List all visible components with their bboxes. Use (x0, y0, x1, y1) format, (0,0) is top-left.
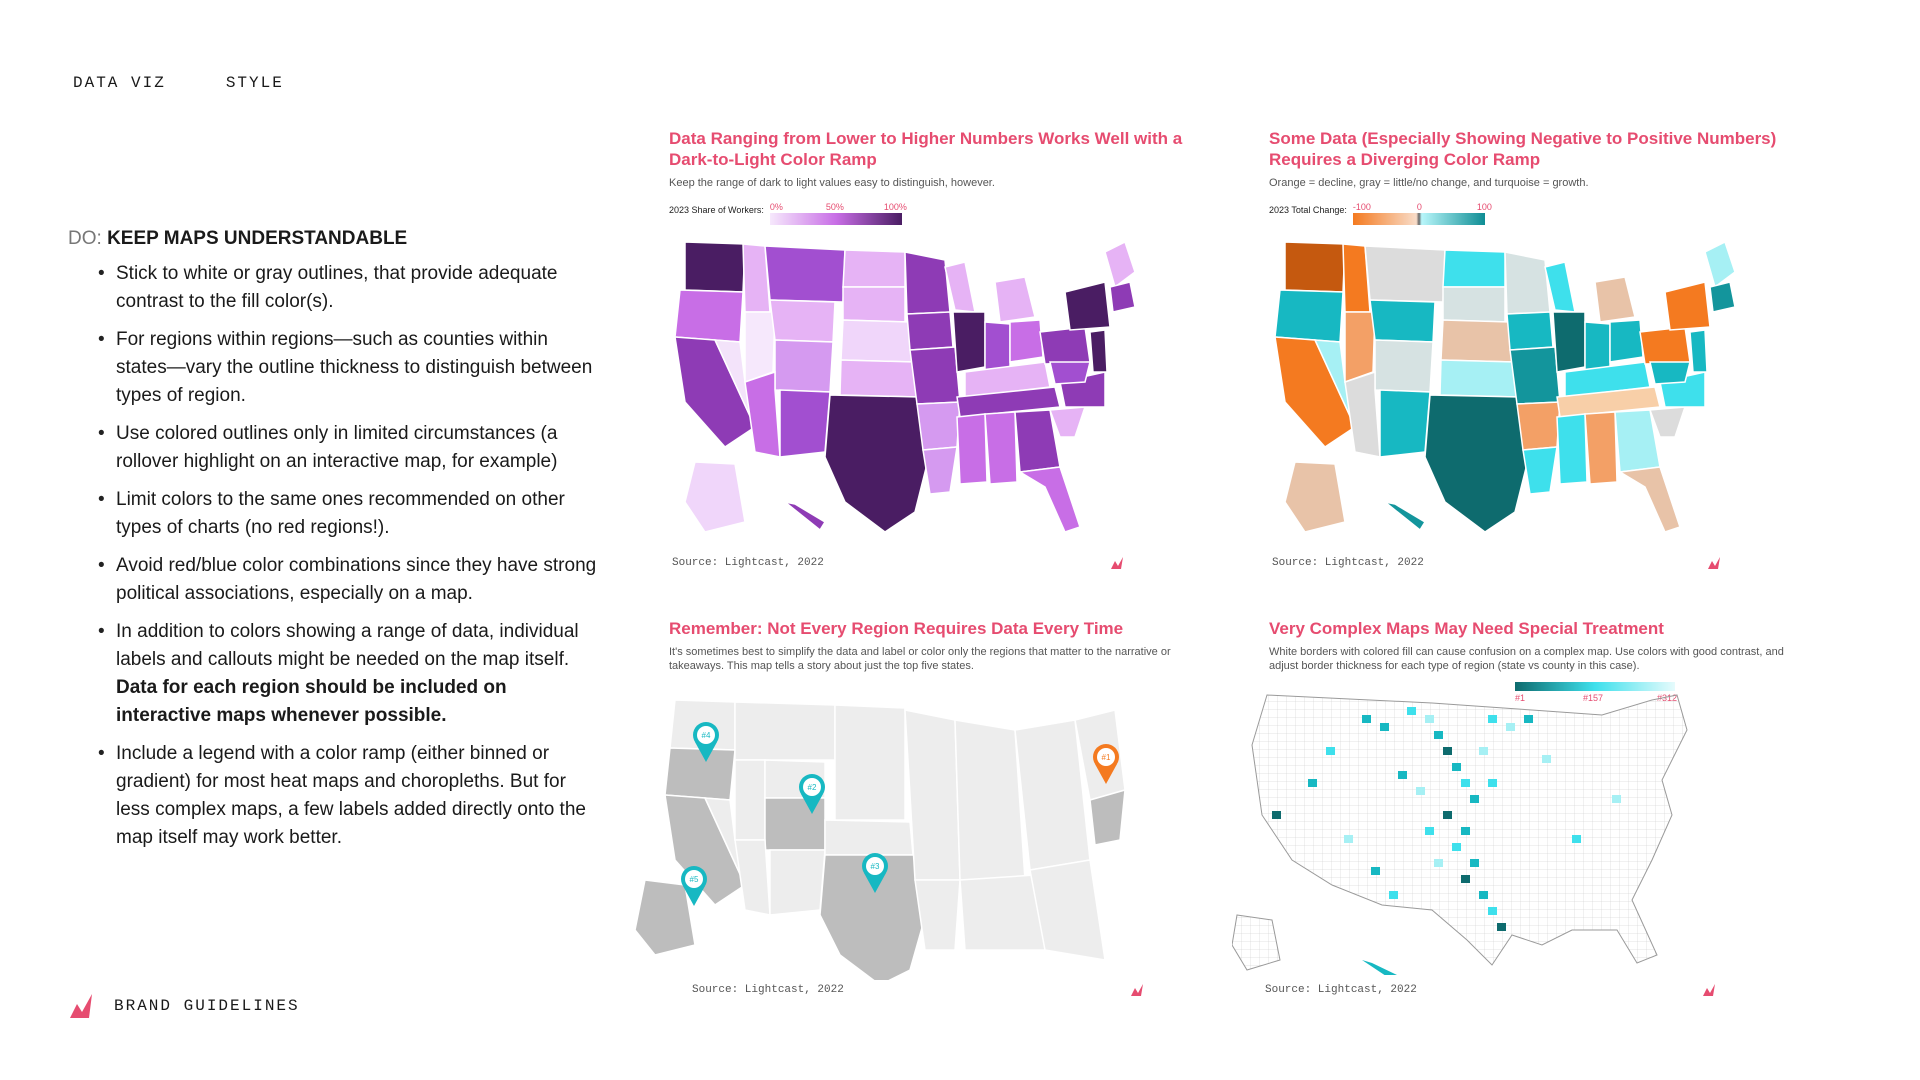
section-label: DATA VIZ (73, 74, 166, 92)
guidance-heading: DO: KEEP MAPS UNDERSTANDABLE (68, 228, 598, 250)
panel-subtitle: Keep the range of dark to light values e… (669, 177, 995, 189)
legend-tick: 100 (1476, 202, 1492, 212)
legend-tick: 50% (825, 202, 844, 212)
legend: 2023 Total Change: -100 0 100 (1269, 202, 1789, 225)
legend-color-ramp (1352, 213, 1485, 225)
pin-label: #3 (871, 862, 880, 871)
map-pin: #1 (1093, 744, 1119, 784)
map-pin: #4 (693, 722, 719, 762)
guidance-list: Stick to white or gray outlines, that pr… (68, 260, 598, 852)
panel-title: Remember: Not Every Region Requires Data… (669, 619, 1124, 638)
source-note: Source: Lightcast, 2022 (1272, 557, 1424, 569)
map-pin: #5 (681, 866, 707, 906)
legend-tick: #157 (1583, 693, 1604, 703)
source-note: Source: Lightcast, 2022 (692, 984, 844, 996)
guidance-bullet: Avoid red/blue color combinations since … (98, 552, 598, 608)
panel-purple-ramp: Data Ranging from Lower to Higher Number… (669, 128, 1189, 225)
legend: 2023 Share of Workers: 0% 50% 100% (669, 202, 1189, 225)
us-map-counties (1232, 694, 1688, 975)
us-map-purple (674, 240, 1136, 533)
footer-label: BRAND GUIDELINES (114, 997, 300, 1015)
panel-subtitle: Orange = decline, gray = little/no chang… (1269, 177, 1589, 189)
legend-tick: #1 (1515, 693, 1526, 703)
panel-subtitle: It's sometimes best to simplify the data… (669, 646, 1171, 672)
footer: BRAND GUIDELINES (70, 994, 300, 1018)
subsection-label: STYLE (225, 74, 284, 92)
guidance-bullet: Stick to white or gray outlines, that pr… (98, 260, 598, 316)
bullet-text: In addition to colors showing a range of… (116, 621, 579, 670)
state-region (684, 241, 746, 293)
brand-logo-icon (1111, 557, 1123, 569)
source-note: Source: Lightcast, 2022 (672, 557, 824, 569)
panel-title: Very Complex Maps May Need Special Treat… (1269, 619, 1664, 638)
legend-ticks: -100 0 100 (1352, 202, 1492, 212)
panel-complex-map: Very Complex Maps May Need Special Treat… (1269, 618, 1789, 703)
legend-color-ramp (769, 213, 902, 225)
bullet-bold-text: Data for each region should be included … (116, 677, 507, 726)
source-note: Source: Lightcast, 2022 (1265, 984, 1417, 996)
panel-subtitle: White borders with colored fill can caus… (1269, 646, 1784, 672)
guidance-column: DO: KEEP MAPS UNDERSTANDABLE Stick to wh… (68, 228, 598, 862)
legend-tick: 0 (1416, 202, 1422, 212)
legend-tick: 0% (769, 202, 783, 212)
guidance-bullet: Include a legend with a color ramp (eith… (98, 740, 598, 852)
map-pin: #2 (799, 774, 825, 814)
guidance-bullet: Use colored outlines only in limited cir… (98, 420, 598, 476)
panel-top-five: Remember: Not Every Region Requires Data… (669, 618, 1189, 673)
panel-title: Data Ranging from Lower to Higher Number… (669, 129, 1183, 169)
brand-logo-icon (1703, 984, 1715, 996)
top-nav: DATA VIZ STYLE (73, 74, 284, 92)
brand-logo-icon (1131, 984, 1143, 996)
guidance-title: KEEP MAPS UNDERSTANDABLE (107, 228, 408, 249)
us-map-pins: #4 #2 #3 #5 #1 (635, 699, 1126, 980)
pin-label: #4 (702, 731, 711, 740)
legend-tick: -100 (1352, 202, 1371, 212)
legend-color-ramp (1515, 682, 1675, 691)
brand-logo-icon (1708, 557, 1720, 569)
guidance-bullet: For regions within regions—such as count… (98, 326, 598, 410)
guidance-bullet: Limit colors to the same ones recommende… (98, 486, 598, 542)
us-map-diverging (1274, 240, 1736, 533)
map-pin: #3 (862, 853, 888, 893)
pin-label: #1 (1102, 753, 1111, 762)
guidance-bullet: In addition to colors showing a range of… (98, 618, 598, 730)
legend-label: 2023 Share of Workers: (669, 205, 764, 215)
legend-label: 2023 Total Change: (1269, 205, 1347, 215)
pin-label: #2 (808, 783, 817, 792)
pin-label: #5 (690, 875, 699, 884)
brand-logo-icon (70, 994, 92, 1018)
guidance-prefix: DO: (68, 228, 102, 249)
legend-ticks: 0% 50% 100% (769, 202, 907, 212)
panel-diverging-ramp: Some Data (Especially Showing Negative t… (1269, 128, 1789, 225)
panel-title: Some Data (Especially Showing Negative t… (1269, 129, 1777, 169)
legend-tick: 100% (883, 202, 907, 212)
